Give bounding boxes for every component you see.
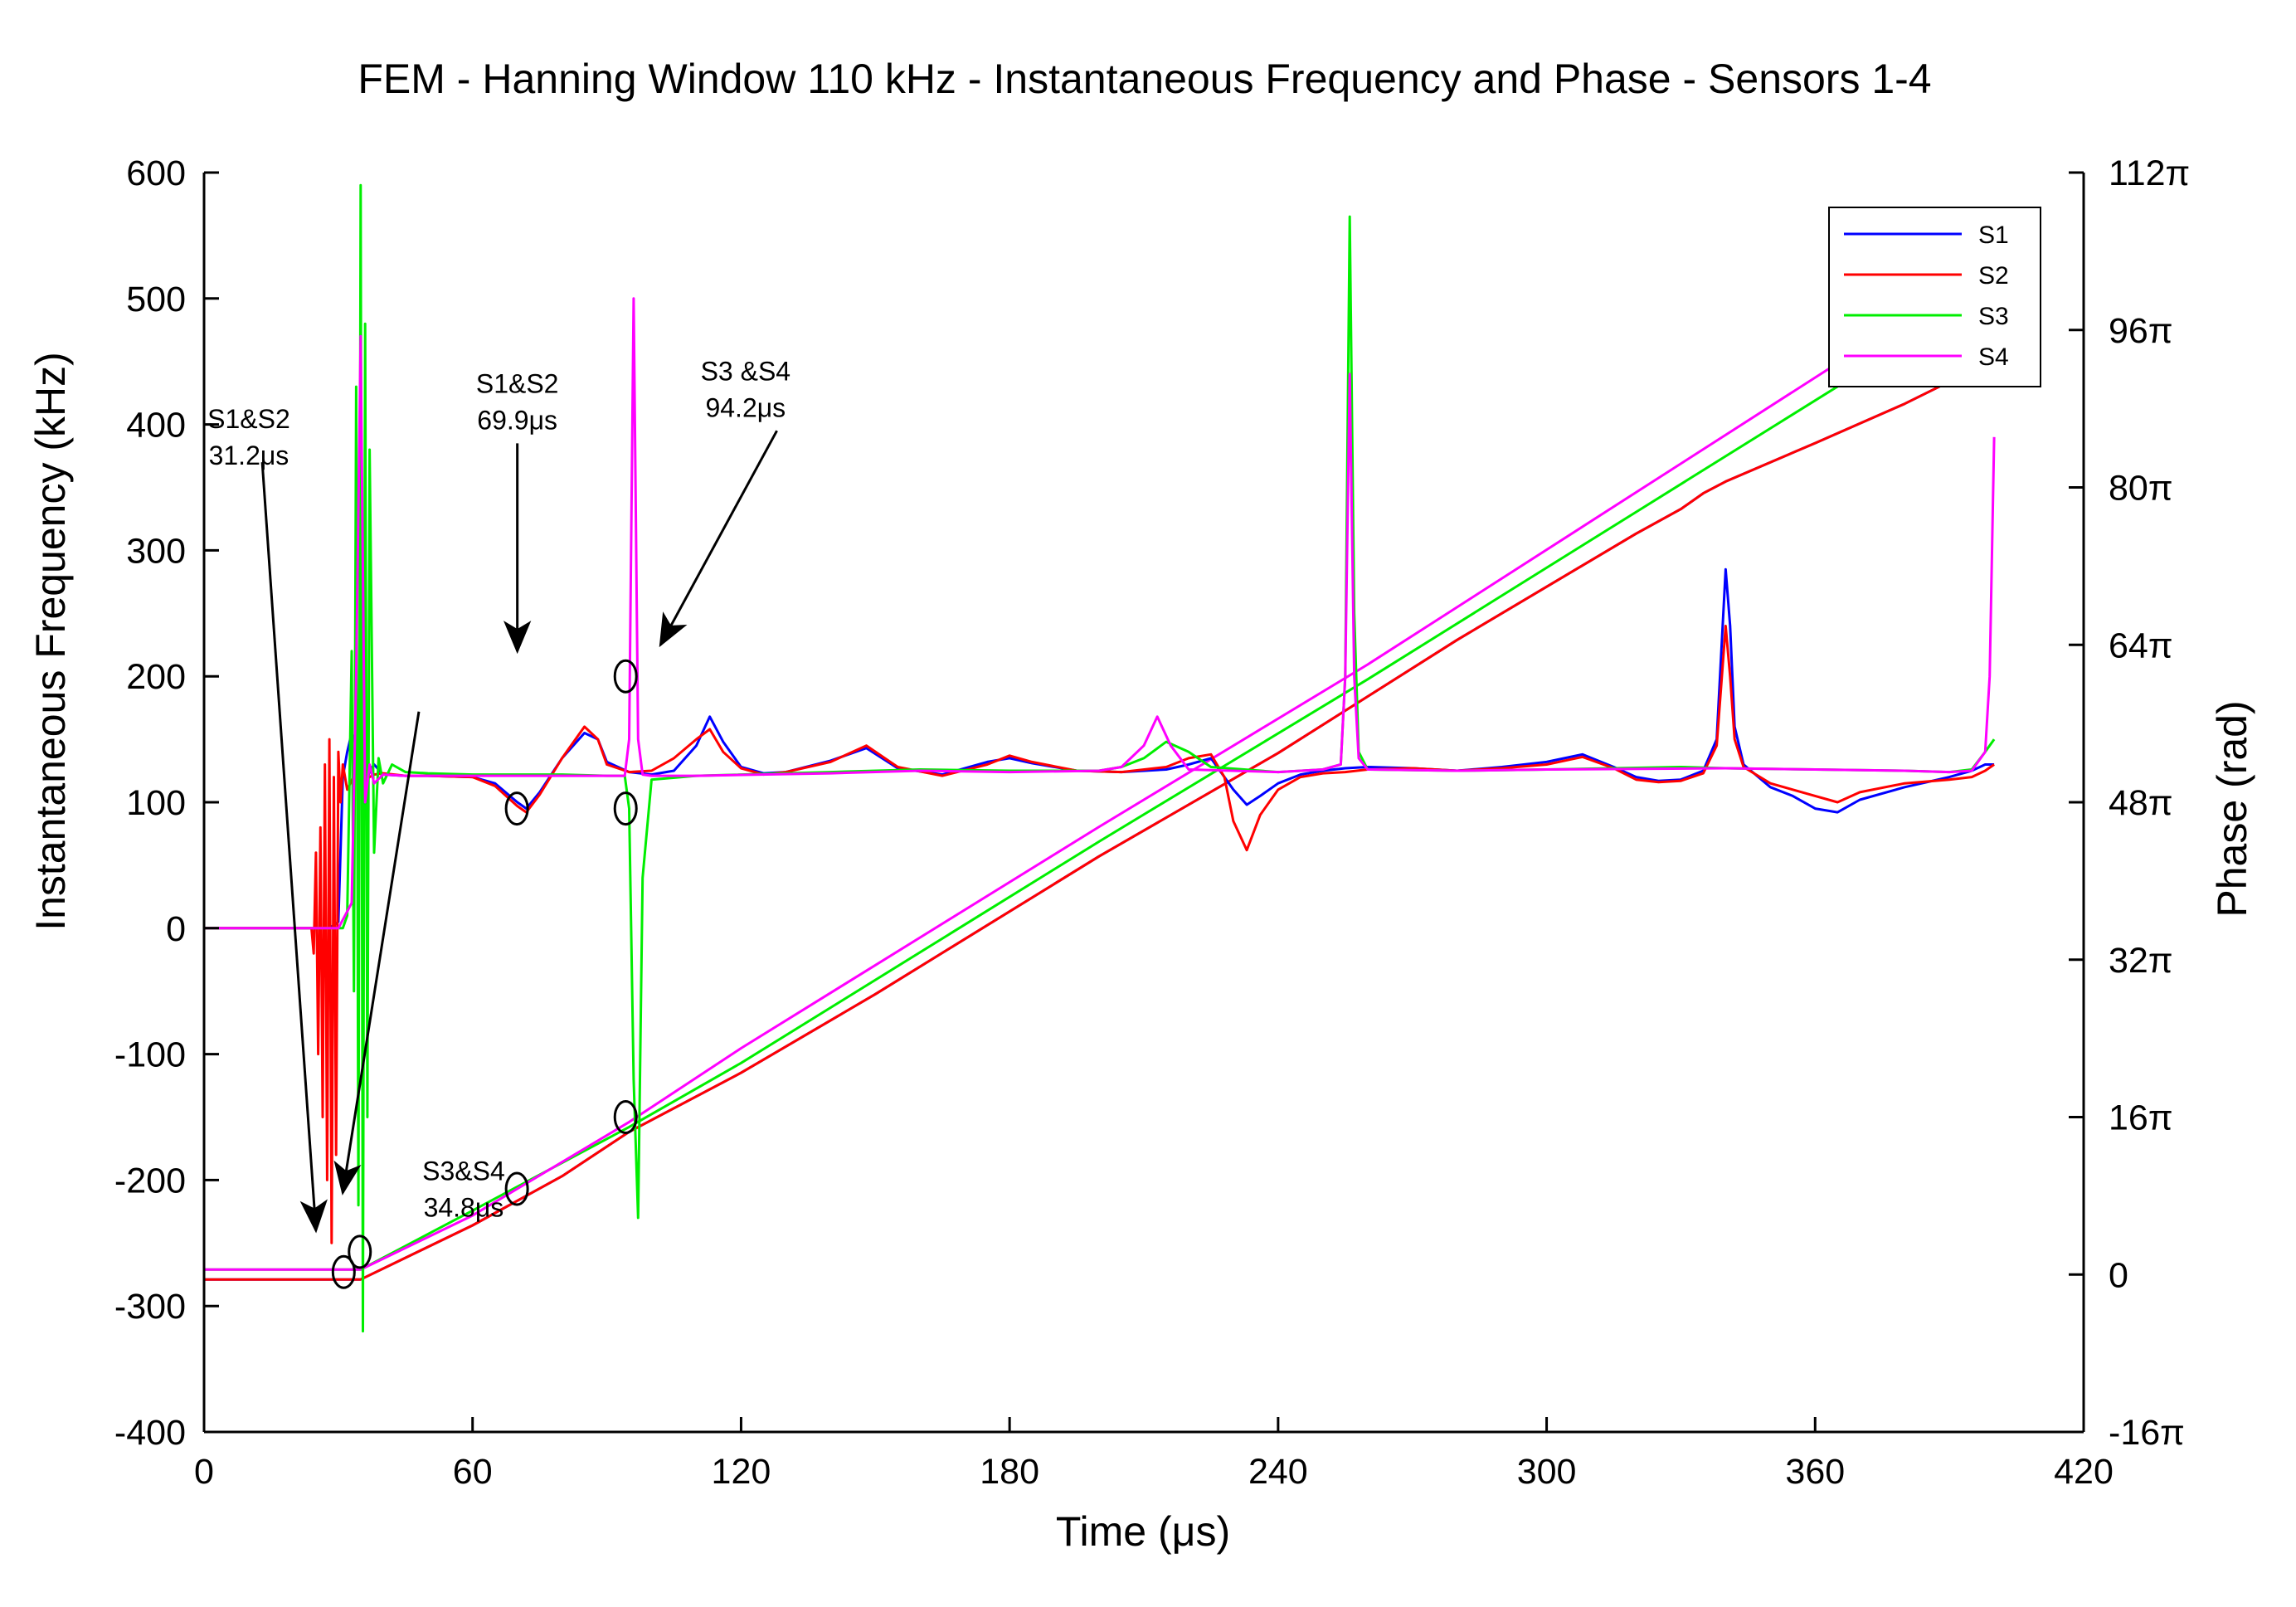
y2-tick-label-32: 32π (2109, 941, 2173, 981)
x-axis-label: Time (μs) (1056, 1508, 1230, 1555)
y-axis-label: Instantaneous Frequency (kHz) (27, 352, 74, 931)
legend-label-s2: S2 (1978, 262, 2009, 290)
circle-marker-6 (348, 1234, 372, 1269)
y-tick-label-300: 300 (126, 531, 186, 571)
circle-marker-4 (613, 1100, 638, 1134)
x-tick-label-0: 0 (194, 1452, 214, 1492)
axes-layer: 0 60 120 180 240 300 360 420 -400 -300 -200 -100 0 10… (114, 153, 2190, 1492)
annotation-2-line-2: 34.8μs (424, 1192, 504, 1222)
series-s4-frequency-line (204, 297, 1996, 930)
legend-label-s3: S3 (1978, 303, 2009, 330)
y2-tick-label-16: 16π (2109, 1098, 2173, 1138)
y2-tick-label-96: 96π (2109, 311, 2173, 351)
chart-title: FEM - Hanning Window 110 kHz - Instantan… (358, 56, 1931, 102)
y2-tick-label-64: 64π (2109, 626, 2173, 665)
y2-tick-label-48: 48π (2109, 783, 2173, 823)
annotations-layer: S1&S2 31.2μs S3&S4 34.8μs S1&S2 69.9μs S3 &S4 9… (207, 356, 791, 1234)
x-tick-label-60: 60 (453, 1452, 493, 1492)
markers-layer (331, 659, 638, 1289)
y2-tick-label-0: 0 (2109, 1255, 2128, 1295)
legend-label-s4: S4 (1978, 343, 2009, 371)
series-layer (204, 183, 1996, 1333)
circle-marker-1 (613, 659, 638, 694)
x-tick-label-240: 240 (1248, 1452, 1308, 1492)
y2-axis-label: Phase (rad) (2209, 700, 2255, 917)
y-tick-label-600: 600 (126, 153, 186, 193)
y2-tick-label--16: -16π (2109, 1413, 2185, 1453)
series-s2-frequency-line (204, 625, 1995, 1244)
x-tick-label-420: 420 (2054, 1452, 2114, 1492)
y-tick-label-0: 0 (166, 909, 186, 949)
series-s3-phase-line (204, 304, 1973, 1271)
annotation-3-line-1: S1&S2 (476, 369, 559, 399)
annotation-1-arrow (260, 462, 328, 1234)
y-tick-label-200: 200 (126, 657, 186, 697)
y-tick-label-100: 100 (126, 783, 186, 823)
y2-tick-label-112: 112π (2109, 153, 2190, 193)
annotation-1-line-2: 31.2μs (209, 441, 289, 470)
annotation-4-arrow (659, 430, 778, 648)
annotation-2-line-1: S3&S4 (422, 1156, 505, 1186)
legend-label-s1: S1 (1978, 222, 2009, 249)
y-tick-label--100: -100 (114, 1035, 186, 1075)
x-tick-label-120: 120 (712, 1452, 771, 1492)
annotation-1-line-1: S1&S2 (207, 404, 290, 434)
y2-tick-label-80: 80π (2109, 469, 2173, 509)
annotation-2-arrow (333, 711, 421, 1196)
x-tick-label-180: 180 (980, 1452, 1039, 1492)
annotation-4-line-1: S3 &S4 (701, 356, 791, 386)
y-tick-label--400: -400 (114, 1413, 186, 1453)
circle-marker-7 (331, 1254, 356, 1289)
series-s2-phase-line (204, 358, 1995, 1281)
annotation-3-line-2: 69.9μs (477, 406, 557, 436)
x-tick-label-300: 300 (1517, 1452, 1577, 1492)
annotation-4-line-2: 94.2μs (705, 392, 786, 422)
y-tick-label--300: -300 (114, 1287, 186, 1327)
y-tick-label-500: 500 (126, 280, 186, 319)
series-s4-phase-line (204, 294, 1942, 1271)
y-tick-label--200: -200 (114, 1161, 186, 1200)
x-tick-label-360: 360 (1785, 1452, 1845, 1492)
legend: S1 S2 S3 S4 (1828, 207, 2041, 387)
circle-marker-2 (504, 791, 529, 826)
circle-marker-3 (613, 791, 638, 826)
y-tick-label-400: 400 (126, 406, 186, 446)
circle-marker-5 (504, 1171, 529, 1206)
